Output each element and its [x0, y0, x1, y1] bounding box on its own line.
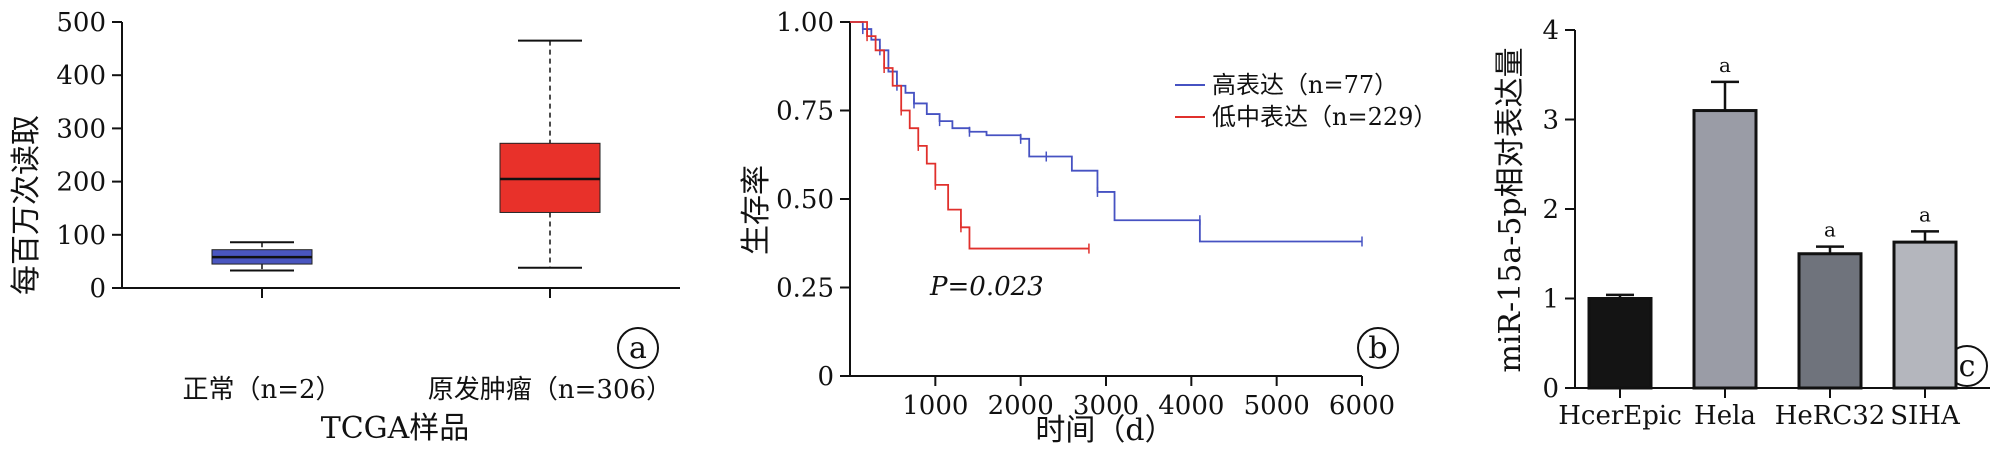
panel-b-ytick-label: 0.50 [776, 185, 834, 215]
panel-b-letter: b [1368, 331, 1387, 366]
panel-a-xlabel: TCGA样品 [321, 411, 470, 446]
panel-b-xtick-label: 2000 [988, 391, 1054, 421]
panel-b-label: b [1357, 327, 1399, 369]
panel-b-xtick-label: 3000 [1073, 391, 1139, 421]
panel-a-ytick-label: 500 [56, 8, 106, 38]
panel-c-category-label: HcerEpic [1558, 401, 1682, 431]
panel-b-ytick-label: 0.25 [776, 274, 834, 304]
panel-a-ytick-label: 400 [56, 61, 106, 91]
survival-curve-low [850, 21, 1089, 250]
panel-a-boxplot: 每百万次读取 TCGA样品 正常（n=2） 原发肿瘤（n=306） a 0 100… [9, 8, 680, 446]
panel-b-ytick-label: 1.00 [776, 8, 834, 38]
panel-c-category-label: Hela [1694, 401, 1756, 431]
panel-c-category-label: HeRC32 [1775, 401, 1886, 431]
bar [1797, 252, 1863, 390]
panel-a-ytick-label: 200 [56, 168, 106, 198]
panel-b-legend: 高表达（n=77） 低中表达（n=229） [1175, 71, 1437, 131]
significance-label: a [1719, 53, 1731, 77]
panel-a-ytick-label: 0 [89, 274, 106, 304]
panel-b-ytick-label: 0 [817, 362, 834, 392]
panel-c-barchart: miR-15a-5p相对表达量 c 0 1 2 3 4 HcerEpic Hela a HeRC… [1493, 16, 1990, 431]
panel-a-letter: a [629, 331, 647, 366]
panel-b-xtick-label: 5000 [1244, 391, 1310, 421]
panel-a-ytick-label: 300 [56, 114, 106, 144]
panel-b-ytick-label: 0.75 [776, 97, 834, 127]
panel-a-ylabel: 每百万次读取 [9, 115, 44, 295]
significance-label: a [1824, 218, 1836, 242]
panel-a-category-2: 原发肿瘤（n=306） [428, 375, 672, 405]
panel-b-annotation: P=0.023 [929, 272, 1044, 302]
bar [1587, 297, 1653, 390]
panel-c-ytick-label: 4 [1542, 16, 1559, 46]
panel-a-label: a [617, 327, 659, 369]
legend-label-high: 高表达（n=77） [1212, 71, 1398, 99]
panel-b-xtick-label: 1000 [902, 391, 968, 421]
panel-c-ylabel: miR-15a-5p相对表达量 [1493, 47, 1528, 372]
panel-b-xlabel: 时间（d） [1035, 413, 1174, 448]
survival-curve-high [850, 21, 1362, 243]
panel-b-xtick-label: 6000 [1329, 391, 1395, 421]
panel-c-ytick-label: 3 [1542, 106, 1559, 136]
significance-label: a [1919, 202, 1931, 226]
bar [1692, 109, 1758, 390]
panel-c-ytick-label: 2 [1542, 195, 1559, 225]
panel-c-category-label: SIHA [1890, 401, 1961, 431]
panel-c-ytick-label: 0 [1542, 374, 1559, 404]
legend-label-low: 低中表达（n=229） [1212, 103, 1437, 131]
bar [1892, 240, 1958, 390]
panel-b-survival: 生存率 时间（d） P=0.023 高表达（n=77） 低中表达（n=229） … [739, 8, 1437, 448]
panel-c-letter: c [1959, 349, 1976, 384]
panel-a-category-1: 正常（n=2） [182, 375, 341, 405]
panel-b-xtick-label: 4000 [1158, 391, 1224, 421]
panel-c-ytick-label: 1 [1542, 285, 1559, 315]
panel-b-ylabel: 生存率 [739, 165, 774, 255]
panel-a-ytick-label: 100 [56, 221, 106, 251]
